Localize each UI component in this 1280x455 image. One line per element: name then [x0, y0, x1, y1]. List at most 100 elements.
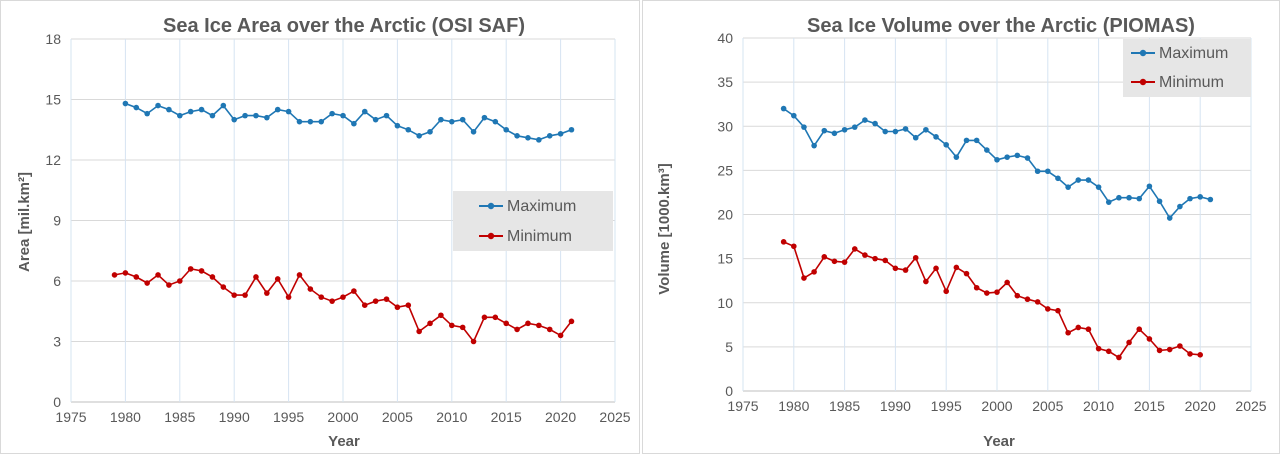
data-point-minimum	[1126, 339, 1132, 346]
data-point-maximum	[166, 106, 172, 113]
data-point-maximum	[1065, 184, 1071, 190]
data-point-minimum	[984, 290, 990, 296]
data-point-maximum	[416, 133, 422, 139]
data-point-maximum	[209, 112, 216, 119]
data-point-maximum	[351, 120, 357, 127]
data-point-minimum	[953, 264, 960, 271]
data-point-minimum	[383, 296, 390, 302]
data-point-minimum	[187, 266, 194, 272]
y-tick-label: 5	[725, 339, 733, 355]
data-point-minimum	[557, 332, 564, 339]
x-tick-label: 2025	[1235, 398, 1266, 414]
data-point-maximum	[1004, 154, 1010, 160]
y-axis-title: Volume [1000.km³]	[656, 163, 673, 294]
data-point-maximum	[1177, 203, 1183, 210]
y-tick-label: 6	[53, 273, 61, 289]
data-point-maximum	[1055, 175, 1061, 182]
data-point-maximum	[1156, 198, 1163, 205]
data-point-maximum	[780, 105, 787, 112]
data-point-minimum	[1166, 346, 1173, 353]
x-tick-label: 1980	[778, 398, 809, 414]
y-tick-label: 3	[53, 334, 61, 350]
data-point-minimum	[209, 274, 216, 280]
data-point-maximum	[492, 118, 499, 125]
data-point-minimum	[416, 328, 422, 335]
data-point-maximum	[872, 120, 878, 127]
legend-box	[453, 191, 613, 251]
data-point-minimum	[122, 270, 129, 276]
data-point-minimum	[177, 278, 183, 284]
data-point-maximum	[1116, 194, 1122, 201]
data-point-minimum	[882, 257, 889, 264]
x-tick-label: 2025	[599, 409, 630, 425]
data-point-maximum	[1085, 177, 1092, 183]
area-chart-svg: Sea Ice Area over the Arctic (OSI SAF) Y…	[16, 15, 631, 450]
data-point-minimum	[1085, 326, 1092, 333]
legend-box	[1123, 39, 1251, 97]
data-point-maximum	[963, 137, 970, 144]
data-point-maximum	[821, 127, 828, 134]
data-point-maximum	[1187, 195, 1193, 202]
data-point-minimum	[351, 288, 357, 294]
data-point-minimum	[111, 272, 118, 278]
data-point-maximum	[1075, 177, 1082, 183]
x-tick-label: 1985	[829, 398, 860, 414]
data-point-maximum	[122, 100, 129, 107]
data-point-maximum	[340, 112, 346, 119]
series-line-minimum	[783, 241, 1201, 359]
data-point-minimum	[438, 312, 444, 319]
data-point-minimum	[546, 326, 553, 333]
data-point-maximum	[923, 126, 929, 133]
data-point-minimum	[1075, 324, 1082, 331]
data-point-minimum	[525, 320, 531, 327]
data-point-minimum	[372, 298, 379, 304]
data-point-minimum	[361, 302, 368, 309]
x-tick-label: 2005	[382, 409, 413, 425]
data-point-minimum	[459, 324, 466, 331]
data-point-maximum	[329, 110, 335, 117]
x-tick-label: 2015	[491, 409, 522, 425]
data-point-maximum	[285, 108, 292, 115]
data-point-maximum	[383, 112, 390, 119]
data-point-maximum	[1105, 199, 1112, 205]
data-point-minimum	[405, 302, 412, 309]
data-point-maximum	[525, 135, 531, 141]
data-point-minimum	[872, 255, 878, 262]
data-point-minimum	[780, 239, 787, 245]
data-point-maximum	[791, 112, 797, 119]
data-point-minimum	[264, 290, 270, 296]
data-point-maximum	[943, 141, 949, 148]
y-tick-label: 9	[53, 213, 61, 229]
data-point-minimum	[933, 265, 939, 272]
data-point-minimum	[902, 267, 909, 273]
data-point-minimum	[427, 320, 433, 327]
data-point-minimum	[492, 314, 499, 321]
data-point-minimum	[481, 314, 488, 321]
data-point-maximum	[253, 112, 259, 119]
data-point-minimum	[340, 294, 346, 300]
data-point-minimum	[307, 286, 314, 292]
y-tick-label: 40	[717, 30, 733, 46]
data-point-minimum	[1177, 343, 1183, 349]
data-point-minimum	[1095, 345, 1102, 352]
y-tick-label: 10	[717, 295, 733, 311]
x-tick-label: 2000	[981, 398, 1012, 414]
x-tick-label: 2020	[1185, 398, 1216, 414]
data-point-maximum	[568, 126, 575, 133]
data-point-minimum	[1187, 351, 1193, 357]
x-tick-label: 1995	[273, 409, 304, 425]
data-point-maximum	[470, 128, 477, 135]
data-point-maximum	[862, 117, 868, 123]
data-point-maximum	[892, 128, 899, 135]
data-point-minimum	[274, 276, 281, 282]
data-point-minimum	[144, 280, 150, 286]
data-point-minimum	[1136, 326, 1143, 333]
data-point-maximum	[133, 104, 140, 111]
data-point-minimum	[155, 272, 161, 278]
chart-title: Sea Ice Volume over the Arctic (PIOMAS)	[807, 15, 1195, 37]
data-point-maximum	[274, 106, 281, 113]
data-point-maximum	[811, 142, 817, 149]
data-point-minimum	[923, 278, 929, 285]
data-point-minimum	[536, 322, 542, 329]
data-point-maximum	[1024, 155, 1031, 161]
